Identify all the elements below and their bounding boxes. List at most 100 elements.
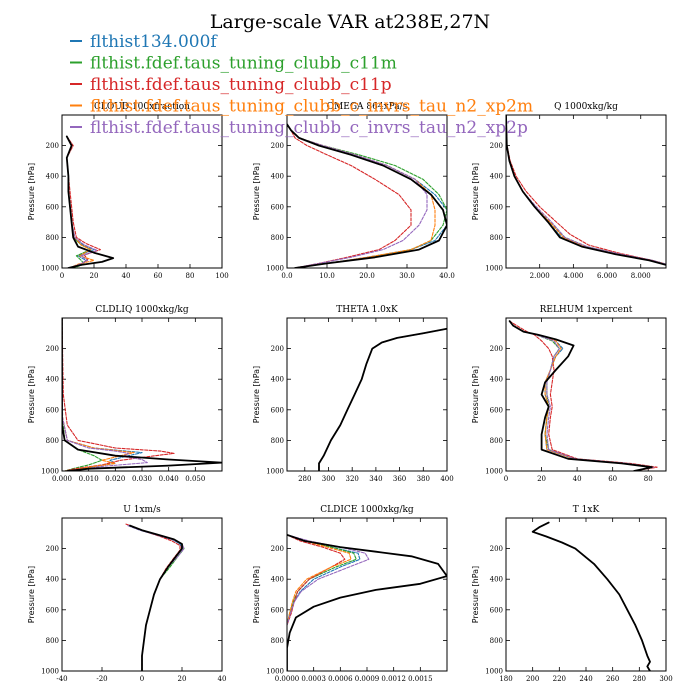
y-tick-label: 400	[271, 376, 284, 384]
y-tick-label: 800	[46, 437, 59, 445]
series-lines	[318, 327, 447, 471]
y-tick-label: 1000	[266, 468, 284, 476]
y-axis-label: Pressure [hPa]	[471, 163, 480, 220]
series-line-3	[532, 522, 651, 671]
y-tick-label: 400	[490, 173, 503, 181]
series-lines	[62, 318, 222, 471]
x-tick-label: 220	[553, 675, 566, 683]
x-tick-label: 0.0003	[301, 675, 326, 683]
x-tick-label: -20	[96, 675, 107, 683]
y-tick-label: 400	[490, 376, 503, 384]
series-line-1	[318, 328, 447, 471]
x-tick-label: 0.0012	[381, 675, 406, 683]
plot-frame	[505, 517, 667, 672]
series-line-1	[532, 522, 651, 671]
y-tick-label: 600	[490, 606, 503, 614]
y-tick-label: 200	[271, 345, 284, 353]
y-tick-label: 200	[271, 142, 284, 150]
x-tick-label: 320	[345, 475, 358, 483]
x-tick-label: 6.000	[597, 272, 617, 280]
y-tick-label: 800	[271, 234, 284, 242]
panel-title: CLDLIQ 1000xkg/kg	[95, 305, 189, 315]
x-tick-label: 0	[140, 675, 144, 683]
series-line-2	[62, 318, 103, 471]
y-tick-label: 1000	[41, 668, 59, 676]
series-line-4	[287, 123, 436, 268]
x-tick-label: 10.0	[319, 272, 335, 280]
x-tick-label: 360	[393, 475, 406, 483]
series-line-2	[287, 123, 447, 268]
y-axis-label: Pressure [hPa]	[27, 163, 36, 220]
legend-label: flthist.fdef.taus_tuning_clubb_c11p	[90, 75, 392, 95]
x-tick-label: 0.0000	[275, 675, 300, 683]
y-axis-label: Pressure [hPa]	[471, 366, 480, 423]
panel-4: CLDLIQ 1000xkg/kg Pressure [hPa] 200 400 600…	[27, 305, 223, 483]
series-line-4	[318, 328, 447, 471]
series-line-5	[532, 522, 651, 671]
y-tick-label: 400	[490, 576, 503, 584]
y-tick-label: 200	[46, 142, 59, 150]
y-tick-label: 800	[271, 637, 284, 645]
x-tick-label: 4.000	[563, 272, 583, 280]
x-tick-label: 260	[606, 675, 619, 683]
reference-line	[508, 320, 653, 471]
x-tick-label: 180	[499, 675, 512, 683]
legend-entry: flthist134.000f	[70, 32, 218, 52]
y-tick-label: 800	[490, 234, 503, 242]
x-tick-label: 40	[122, 272, 131, 280]
reference-line	[531, 521, 651, 671]
series-lines	[506, 115, 666, 266]
series-line-5	[62, 318, 148, 471]
y-tick-label: 1000	[266, 265, 284, 273]
panel-8: CLDICE 1000xkg/kg Pressure [hPa] 200 400 600…	[252, 505, 448, 683]
plot-frame	[286, 317, 448, 472]
series-line-5	[509, 320, 655, 471]
series-lines	[531, 521, 651, 671]
x-tick-label: 0.0	[281, 272, 292, 280]
y-tick-label: 1000	[485, 668, 503, 676]
plot-frame	[61, 114, 223, 269]
y-tick-label: 200	[46, 345, 59, 353]
y-tick-label: 600	[271, 606, 284, 614]
x-tick-label: 280	[298, 475, 311, 483]
series-line-1	[287, 123, 447, 268]
x-tick-label: 0.020	[105, 475, 125, 483]
legend-label: flthist.fdef.taus_tuning_clubb_c_invrs_t…	[90, 97, 533, 117]
x-tick-label: 60	[608, 475, 617, 483]
y-axis-label: Pressure [hPa]	[27, 366, 36, 423]
reference-line	[287, 533, 447, 671]
x-tick-label: 400	[440, 475, 453, 483]
y-tick-label: 800	[490, 437, 503, 445]
x-tick-label: 280	[633, 675, 646, 683]
y-tick-label: 200	[271, 545, 284, 553]
series-line-1	[62, 318, 143, 471]
panel-title: U 1xm/s	[123, 505, 161, 515]
panel-title: THETA 1.0xK	[336, 305, 398, 315]
x-tick-label: 0	[504, 475, 508, 483]
y-tick-label: 600	[490, 406, 503, 414]
panel-title: OMEGA 864xPa/s	[327, 102, 408, 112]
y-axis-label: Pressure [hPa]	[252, 163, 261, 220]
series-line-2	[532, 522, 651, 671]
series-lines	[287, 533, 447, 671]
x-tick-label: -40	[56, 675, 67, 683]
series-line-1	[509, 320, 655, 471]
y-tick-label: 1000	[485, 265, 503, 273]
series-lines	[125, 523, 185, 671]
y-tick-label: 200	[490, 545, 503, 553]
panel-5: THETA 1.0xK Pressure [hPa] 200 400 600 800 100…	[252, 305, 454, 483]
series-line-5	[506, 115, 666, 265]
plot-frame	[505, 114, 667, 269]
x-tick-label: 40	[218, 675, 227, 683]
x-tick-label: 0.0015	[408, 675, 433, 683]
x-tick-label: 200	[526, 675, 539, 683]
x-tick-label: 80	[186, 272, 195, 280]
panel-2: OMEGA 864xPa/s Pressure [hPa] 200 400 600 800…	[252, 102, 455, 280]
legend-entry: flthist.fdef.taus_tuning_clubb_c_invrs_t…	[70, 97, 533, 117]
reference-line	[287, 123, 447, 268]
y-axis-label: Pressure [hPa]	[27, 566, 36, 623]
x-tick-label: 340	[369, 475, 382, 483]
